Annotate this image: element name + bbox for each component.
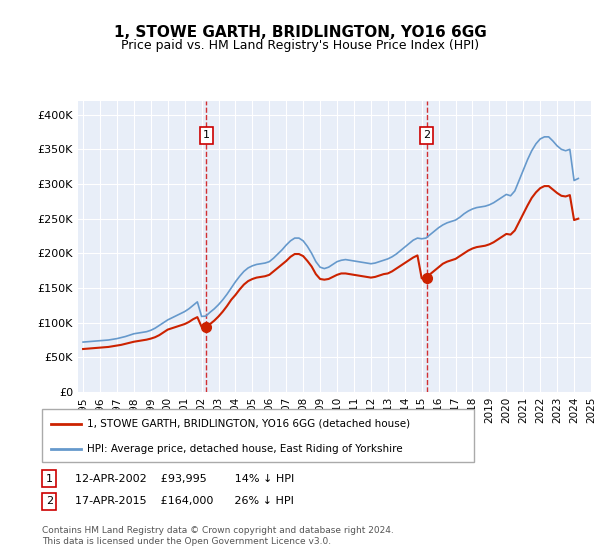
Text: 1, STOWE GARTH, BRIDLINGTON, YO16 6GG (detached house): 1, STOWE GARTH, BRIDLINGTON, YO16 6GG (d… xyxy=(87,419,410,429)
Text: 1, STOWE GARTH, BRIDLINGTON, YO16 6GG: 1, STOWE GARTH, BRIDLINGTON, YO16 6GG xyxy=(113,25,487,40)
Text: Price paid vs. HM Land Registry's House Price Index (HPI): Price paid vs. HM Land Registry's House … xyxy=(121,39,479,52)
Text: 1: 1 xyxy=(203,130,210,141)
Text: 2: 2 xyxy=(423,130,430,141)
Text: 1: 1 xyxy=(46,474,53,484)
Text: 2: 2 xyxy=(46,496,53,506)
Text: HPI: Average price, detached house, East Riding of Yorkshire: HPI: Average price, detached house, East… xyxy=(87,444,403,454)
Text: 12-APR-2002    £93,995        14% ↓ HPI: 12-APR-2002 £93,995 14% ↓ HPI xyxy=(75,474,294,484)
Text: 17-APR-2015    £164,000      26% ↓ HPI: 17-APR-2015 £164,000 26% ↓ HPI xyxy=(75,496,294,506)
Text: Contains HM Land Registry data © Crown copyright and database right 2024.
This d: Contains HM Land Registry data © Crown c… xyxy=(42,526,394,546)
